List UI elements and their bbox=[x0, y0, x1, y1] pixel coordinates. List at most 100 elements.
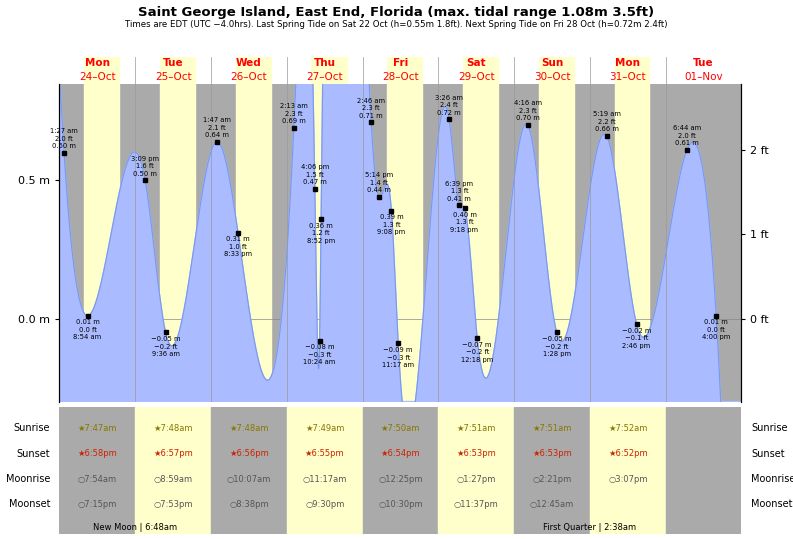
Text: 25–Oct: 25–Oct bbox=[155, 72, 191, 82]
Text: 01–Nov: 01–Nov bbox=[684, 72, 723, 82]
Bar bbox=[287, 407, 362, 534]
Text: −0.07 m
−0.2 ft
12:18 pm: −0.07 m −0.2 ft 12:18 pm bbox=[461, 342, 493, 363]
Text: 26–Oct: 26–Oct bbox=[231, 72, 267, 82]
Text: ★7:50am: ★7:50am bbox=[381, 424, 420, 433]
Text: ○9:30pm: ○9:30pm bbox=[305, 500, 344, 509]
Text: ○12:25pm: ○12:25pm bbox=[378, 475, 423, 483]
Text: ★6:57pm: ★6:57pm bbox=[153, 450, 193, 458]
Bar bbox=[615, 57, 649, 84]
Text: ★7:51am: ★7:51am bbox=[457, 424, 496, 433]
Text: ○10:07am: ○10:07am bbox=[227, 475, 271, 483]
Text: 4:06 pm
1.5 ft
0.47 m: 4:06 pm 1.5 ft 0.47 m bbox=[301, 164, 329, 185]
Text: ★6:58pm: ★6:58pm bbox=[78, 450, 117, 458]
Text: 5:19 am
2.2 ft
0.66 m: 5:19 am 2.2 ft 0.66 m bbox=[592, 112, 621, 133]
Text: Sunrise: Sunrise bbox=[751, 424, 787, 433]
Text: ★7:48am: ★7:48am bbox=[229, 424, 269, 433]
Text: 27–Oct: 27–Oct bbox=[306, 72, 343, 82]
Bar bbox=[362, 407, 439, 534]
Text: 0.36 m
1.2 ft
8:52 pm: 0.36 m 1.2 ft 8:52 pm bbox=[307, 223, 335, 244]
Text: 2:46 am
2.3 ft
0.71 m: 2:46 am 2.3 ft 0.71 m bbox=[357, 98, 385, 119]
Bar bbox=[59, 407, 136, 534]
Text: ★6:55pm: ★6:55pm bbox=[305, 450, 344, 458]
Text: ★6:54pm: ★6:54pm bbox=[381, 450, 420, 458]
Text: 0.01 m
0.0 ft
8:54 am: 0.01 m 0.0 ft 8:54 am bbox=[74, 320, 102, 341]
Bar bbox=[160, 57, 195, 84]
Text: 0.31 m
1.0 ft
8:33 pm: 0.31 m 1.0 ft 8:33 pm bbox=[224, 237, 252, 258]
Bar bbox=[387, 57, 422, 84]
Bar bbox=[539, 84, 574, 402]
Text: Sunrise: Sunrise bbox=[13, 424, 50, 433]
Text: Moonset: Moonset bbox=[751, 500, 792, 509]
Text: Moonrise: Moonrise bbox=[6, 474, 50, 484]
Text: Wed: Wed bbox=[236, 58, 262, 68]
Text: 1:27 am
2.0 ft
0.60 m: 1:27 am 2.0 ft 0.60 m bbox=[50, 128, 78, 149]
Text: 6:44 am
2.0 ft
0.61 m: 6:44 am 2.0 ft 0.61 m bbox=[672, 125, 701, 146]
Text: −0.05 m
−0.2 ft
9:36 am: −0.05 m −0.2 ft 9:36 am bbox=[151, 336, 180, 357]
Text: 0.39 m
1.3 ft
9:08 pm: 0.39 m 1.3 ft 9:08 pm bbox=[377, 215, 405, 236]
Text: Moonset: Moonset bbox=[9, 500, 50, 509]
Bar bbox=[160, 84, 195, 402]
Text: 2:13 am
2.3 ft
0.69 m: 2:13 am 2.3 ft 0.69 m bbox=[280, 103, 308, 124]
Text: 4:16 am
2.3 ft
0.70 m: 4:16 am 2.3 ft 0.70 m bbox=[514, 100, 542, 121]
Text: ○7:15pm: ○7:15pm bbox=[78, 500, 117, 509]
Text: Mon: Mon bbox=[85, 58, 110, 68]
Text: 0.40 m
1.3 ft
9:18 pm: 0.40 m 1.3 ft 9:18 pm bbox=[450, 212, 479, 233]
Text: ★7:47am: ★7:47am bbox=[78, 424, 117, 433]
Text: ○11:17am: ○11:17am bbox=[302, 475, 347, 483]
Bar bbox=[236, 57, 270, 84]
Text: 28–Oct: 28–Oct bbox=[382, 72, 419, 82]
Text: −0.02 m
−0.1 ft
2:46 pm: −0.02 m −0.1 ft 2:46 pm bbox=[622, 328, 651, 349]
Text: Sun: Sun bbox=[541, 58, 563, 68]
Text: New Moon | 6:48am: New Moon | 6:48am bbox=[94, 523, 178, 532]
Bar bbox=[136, 407, 211, 534]
Bar bbox=[665, 407, 741, 534]
Bar bbox=[312, 84, 347, 402]
Text: ★6:56pm: ★6:56pm bbox=[229, 450, 269, 458]
Text: Sunset: Sunset bbox=[17, 449, 50, 459]
Text: ○7:54am: ○7:54am bbox=[78, 475, 117, 483]
Text: 29–Oct: 29–Oct bbox=[458, 72, 495, 82]
Text: −0.09 m
−0.3 ft
11:17 am: −0.09 m −0.3 ft 11:17 am bbox=[382, 347, 414, 368]
Text: ★6:52pm: ★6:52pm bbox=[608, 450, 648, 458]
Text: 6:39 pm
1.3 ft
0.41 m: 6:39 pm 1.3 ft 0.41 m bbox=[446, 181, 473, 202]
Text: Tue: Tue bbox=[163, 58, 183, 68]
Bar bbox=[312, 57, 347, 84]
Text: ○7:53pm: ○7:53pm bbox=[153, 500, 193, 509]
Text: 1:47 am
2.1 ft
0.64 m: 1:47 am 2.1 ft 0.64 m bbox=[203, 117, 231, 138]
Text: ★6:53pm: ★6:53pm bbox=[532, 450, 572, 458]
Text: −0.08 m
−0.3 ft
10:24 am: −0.08 m −0.3 ft 10:24 am bbox=[304, 344, 335, 365]
Bar bbox=[539, 57, 574, 84]
Text: ○8:38pm: ○8:38pm bbox=[229, 500, 269, 509]
Text: 31–Oct: 31–Oct bbox=[610, 72, 646, 82]
Bar bbox=[236, 84, 270, 402]
Text: 3:26 am
2.4 ft
0.72 m: 3:26 am 2.4 ft 0.72 m bbox=[435, 95, 463, 116]
Text: ○8:59am: ○8:59am bbox=[154, 475, 193, 483]
Bar bbox=[590, 407, 665, 534]
Text: 24–Oct: 24–Oct bbox=[79, 72, 116, 82]
Text: 0.01 m
0.0 ft
4:00 pm: 0.01 m 0.0 ft 4:00 pm bbox=[702, 320, 730, 341]
Text: 3:09 pm
1.6 ft
0.50 m: 3:09 pm 1.6 ft 0.50 m bbox=[131, 156, 159, 177]
Text: ★7:51am: ★7:51am bbox=[532, 424, 572, 433]
Text: 5:14 pm
1.4 ft
0.44 m: 5:14 pm 1.4 ft 0.44 m bbox=[365, 172, 393, 194]
Text: Times are EDT (UTC −4.0hrs). Last Spring Tide on Sat 22 Oct (h=0.55m 1.8ft). Nex: Times are EDT (UTC −4.0hrs). Last Spring… bbox=[125, 20, 668, 29]
Bar bbox=[84, 84, 120, 402]
Bar bbox=[211, 407, 287, 534]
Text: Sat: Sat bbox=[466, 58, 486, 68]
Text: Thu: Thu bbox=[314, 58, 335, 68]
Text: ○10:30pm: ○10:30pm bbox=[378, 500, 423, 509]
Text: Saint George Island, East End, Florida (max. tidal range 1.08m 3.5ft): Saint George Island, East End, Florida (… bbox=[139, 6, 654, 19]
Text: Mon: Mon bbox=[615, 58, 640, 68]
Text: ★7:52am: ★7:52am bbox=[608, 424, 647, 433]
Text: Sunset: Sunset bbox=[751, 449, 784, 459]
Bar bbox=[439, 407, 514, 534]
Text: ○1:27pm: ○1:27pm bbox=[457, 475, 496, 483]
Text: Moonrise: Moonrise bbox=[751, 474, 793, 484]
Text: ○11:37pm: ○11:37pm bbox=[454, 500, 499, 509]
Text: ○3:07pm: ○3:07pm bbox=[608, 475, 648, 483]
Bar bbox=[463, 57, 498, 84]
Text: 30–Oct: 30–Oct bbox=[534, 72, 570, 82]
Text: ★7:48am: ★7:48am bbox=[153, 424, 193, 433]
Bar bbox=[387, 84, 422, 402]
Text: First Quarter | 2:38am: First Quarter | 2:38am bbox=[543, 523, 637, 532]
Bar bbox=[514, 407, 590, 534]
